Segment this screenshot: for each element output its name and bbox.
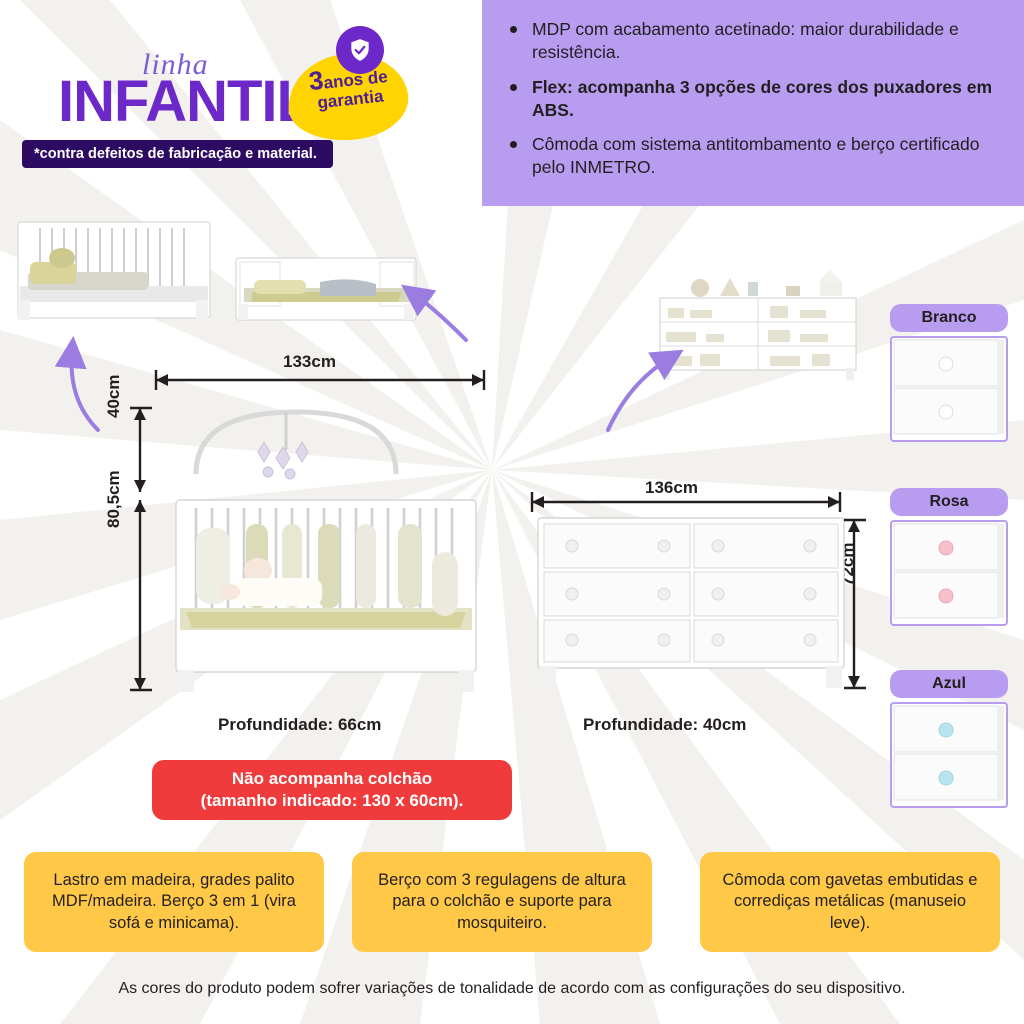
mattress-notice: Não acompanha colchão (tamanho indicado:… (152, 760, 512, 821)
crib-depth-label: Profundidade: 66cm (218, 715, 382, 734)
drawer-sample-azul (893, 705, 1004, 801)
dresser-depth-label: Profundidade: 40cm (583, 715, 747, 734)
swatch-azul: Azul (890, 670, 1008, 808)
bullet-item: MDP com acabamento acetinado: maior dura… (508, 18, 1000, 65)
mattress-notice-line2: (tamanho indicado: 130 x 60cm). (200, 791, 464, 811)
seal-years: 3 (307, 64, 325, 97)
mattress-notice-line1: Não acompanha colchão (231, 769, 433, 788)
swatch-rosa: Rosa (890, 488, 1008, 626)
crib-sofa-illustration (17, 221, 211, 320)
crib-minicama-illustration (235, 257, 417, 321)
shield-check-icon (336, 26, 384, 74)
dresser-width-label: 136cm (645, 478, 698, 497)
feature-box-1: Lastro em madeira, grades palito MDF/mad… (24, 852, 324, 952)
crib-width-label: 133cm (283, 352, 336, 371)
dresser-main-illustration (537, 517, 845, 688)
page-title: INFANTIL (58, 69, 312, 134)
dimension-lines (130, 370, 866, 692)
linha-word: linha (142, 48, 209, 81)
features-bullet-panel: MDP com acabamento acetinado: maior dura… (482, 0, 1024, 206)
dresser-open-illustration (659, 270, 857, 380)
swatch-title: Rosa (890, 488, 1008, 516)
drawer-sample-rosa (893, 523, 1004, 619)
swatch-title: Branco (890, 304, 1008, 332)
swatch-preview (890, 520, 1008, 626)
brand-logo: linha INFANTIL 3anos de garantia (30, 18, 450, 168)
bullet-item: Cômoda com sistema antitombamento e berç… (508, 133, 1000, 180)
swatch-preview (890, 336, 1008, 442)
drawer-sample-branco (893, 339, 1004, 435)
feature-box-3: Cômoda com gavetas embutidas e corrediça… (700, 852, 1000, 952)
crib-main-illustration (175, 409, 477, 692)
footer-disclaimer: As cores do produto podem sofrer variaçõ… (118, 980, 906, 997)
bullet-item: Flex: acompanha 3 opções de cores dos pu… (508, 76, 1000, 123)
swatch-preview (890, 702, 1008, 808)
shield-check-glyph (351, 39, 369, 61)
bullet-list: MDP com acabamento acetinado: maior dura… (508, 18, 1000, 180)
warranty-ribbon: *contra defeitos de fabricação e materia… (22, 140, 333, 168)
swatch-branco: Branco (890, 304, 1008, 442)
swatch-title: Azul (890, 670, 1008, 698)
arrow-group (54, 284, 684, 432)
feature-box-2: Berço com 3 regulagens de altura para o … (352, 852, 652, 952)
warranty-seal: 3anos de garantia (282, 26, 412, 148)
